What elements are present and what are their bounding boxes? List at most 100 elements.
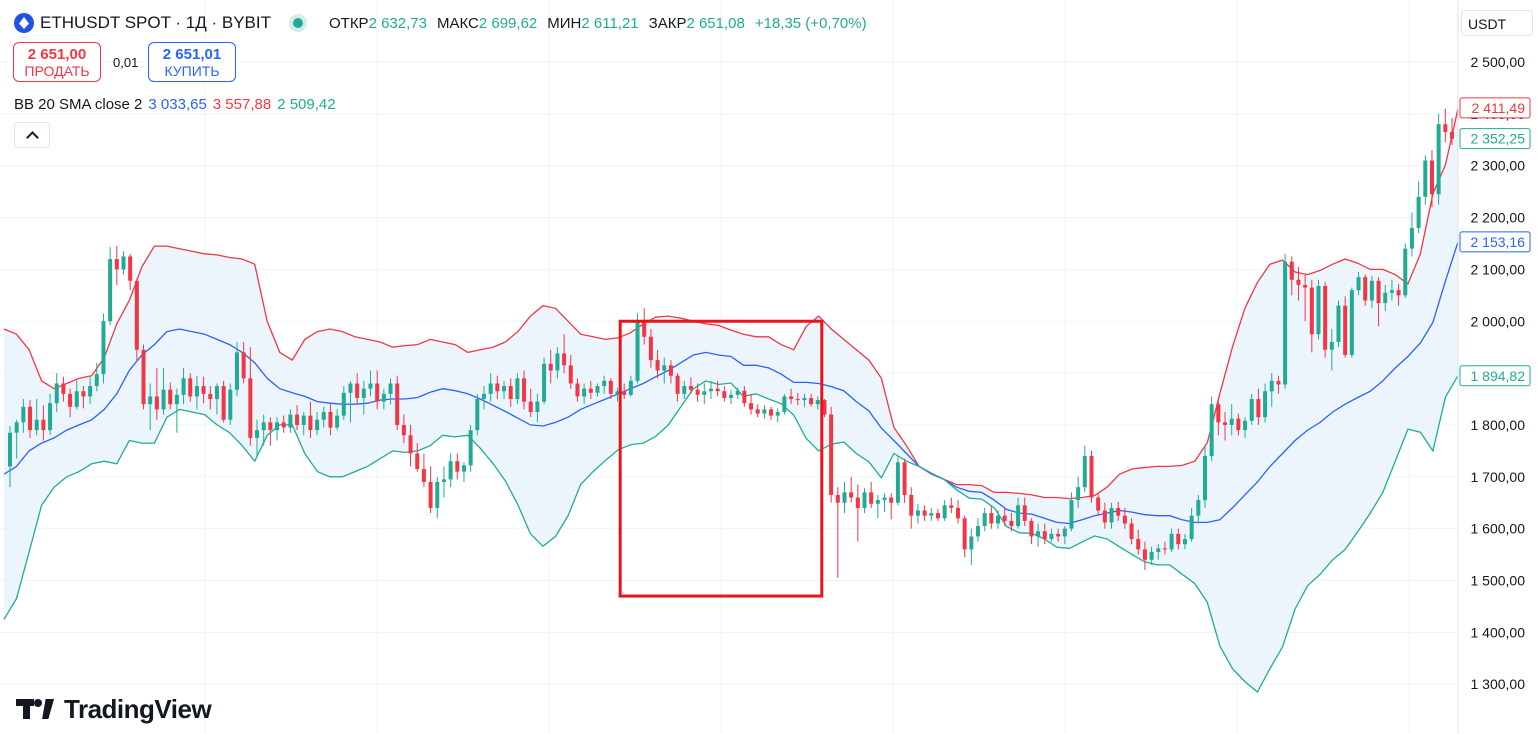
- price-label-text: 1 894,82: [1471, 368, 1526, 384]
- candle-down: [829, 406, 834, 503]
- candle-down: [134, 278, 139, 361]
- price-label-lower: 1 894,82: [1459, 365, 1531, 387]
- candle-up: [148, 383, 153, 431]
- candle-body: [468, 430, 473, 466]
- candle-up: [815, 396, 820, 410]
- low-value: 2 611,21: [581, 14, 639, 32]
- currency-selector[interactable]: USDT: [1461, 10, 1533, 36]
- candle-up: [94, 362, 99, 392]
- candle-body: [1436, 124, 1441, 195]
- candle-down: [1042, 523, 1047, 545]
- candle-body: [1082, 456, 1087, 488]
- candle-up: [381, 388, 386, 410]
- candle-body: [728, 394, 734, 398]
- candle-down: [769, 406, 774, 420]
- price-tick-label: 2 300,00: [1471, 158, 1526, 174]
- collapse-legend-button[interactable]: [14, 122, 50, 148]
- candle-body: [321, 411, 326, 420]
- candle-body: [1042, 531, 1047, 540]
- candle-up: [468, 424, 473, 472]
- candle-down: [962, 515, 967, 558]
- candle-body: [789, 396, 794, 400]
- candle-up: [121, 251, 126, 275]
- candle-body: [1096, 497, 1101, 511]
- highlight-rectangle[interactable]: [618, 319, 824, 598]
- candle-down: [675, 373, 680, 402]
- candle-down: [1102, 502, 1107, 529]
- candle-body: [161, 389, 166, 410]
- candle-body: [548, 363, 553, 371]
- candle-body: [188, 378, 193, 397]
- price-label-box: [1459, 365, 1531, 387]
- candle-body: [14, 422, 19, 433]
- candle-body: [982, 513, 987, 527]
- candle-body: [475, 399, 480, 431]
- candle-body: [415, 453, 420, 470]
- candle-body: [395, 383, 400, 425]
- candle-up: [1069, 492, 1074, 532]
- candle-down: [835, 487, 840, 578]
- candle-up: [1249, 393, 1254, 425]
- candle-body: [795, 399, 800, 401]
- candle-body: [461, 465, 466, 472]
- candle-down: [1089, 450, 1094, 503]
- indicator-legend[interactable]: BB 20 SMA close 2 3 033,65 3 557,88 2 509,4…: [14, 96, 336, 113]
- buy-button[interactable]: 2 651,01 КУПИТЬ: [148, 42, 236, 82]
- candle-body: [655, 360, 660, 371]
- candle-up: [101, 313, 106, 384]
- candle-body: [1209, 404, 1214, 457]
- candle-up: [88, 376, 93, 405]
- market-status-icon[interactable]: [292, 18, 303, 28]
- price-axis[interactable]: 2 500,002 400,002 300,002 200,002 100,00…: [1457, 0, 1537, 734]
- price-label-upper: 2 411,49: [1459, 97, 1531, 119]
- candle-body: [54, 383, 59, 404]
- indicator-lower-value: 2 509,42: [277, 96, 336, 113]
- candle-body: [268, 422, 273, 431]
- candle-body: [1249, 399, 1254, 421]
- candle-down: [1236, 413, 1241, 436]
- price-tick-label: 2 100,00: [1471, 261, 1526, 277]
- candle-down: [522, 370, 527, 410]
- candle-down: [655, 349, 660, 379]
- sell-button[interactable]: 2 651,00 ПРОДАТЬ: [13, 42, 101, 82]
- candle-body: [882, 497, 887, 501]
- candle-body: [635, 321, 640, 381]
- symbol-title[interactable]: ETHUSDT SPOT · 1Д · BYBIT: [40, 13, 271, 32]
- candle-up: [1329, 329, 1334, 371]
- candle-body: [248, 378, 253, 438]
- candle-body: [1356, 277, 1361, 291]
- candle-down: [1009, 513, 1014, 532]
- candle-body: [488, 383, 493, 394]
- tradingview-logo[interactable]: TradingView: [16, 694, 212, 724]
- candle-body: [28, 406, 33, 431]
- candle-up: [475, 393, 480, 436]
- candle-body: [1323, 285, 1328, 350]
- candle-up: [1409, 212, 1414, 257]
- candle-body: [522, 378, 527, 402]
- candle-body: [1056, 533, 1061, 537]
- candle-up: [1416, 181, 1421, 234]
- candle-up: [702, 383, 707, 405]
- candle-down: [421, 453, 426, 488]
- candle-body: [495, 383, 500, 392]
- candle-up: [915, 503, 920, 524]
- candle-up: [515, 373, 520, 405]
- price-tick-label: 2 500,00: [1471, 54, 1526, 70]
- candle-down: [221, 380, 226, 423]
- symbol-header: ETHUSDT SPOT · 1Д · BYBIT ОТКР 2 632,73 М…: [14, 12, 867, 34]
- candle-body: [341, 392, 346, 416]
- candle-body: [1396, 290, 1401, 296]
- candle-up: [161, 367, 166, 415]
- candle-body: [722, 391, 727, 398]
- candle-body: [1283, 261, 1288, 385]
- candle-body: [662, 365, 667, 371]
- candle-up: [1196, 494, 1201, 524]
- candle-down: [955, 500, 960, 524]
- candle-body: [201, 386, 206, 394]
- candle-body: [695, 389, 700, 395]
- candle-body: [595, 386, 600, 393]
- candle-up: [1436, 113, 1441, 205]
- candle-down: [742, 386, 747, 407]
- candle-down: [1142, 541, 1147, 571]
